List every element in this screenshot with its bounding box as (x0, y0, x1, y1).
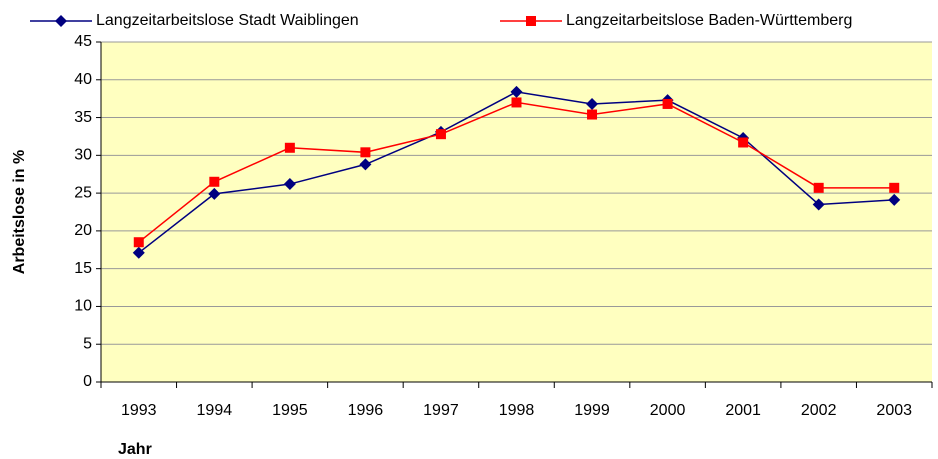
data-point (511, 97, 522, 108)
y-tick-label: 20 (74, 222, 92, 239)
data-point (208, 187, 221, 200)
y-tick-label: 10 (74, 298, 92, 315)
x-tick-label: 1995 (272, 402, 308, 419)
y-axis-label: Arbeitslose in % (11, 150, 28, 274)
y-tick-label: 0 (83, 373, 92, 390)
legend-marker (526, 16, 536, 26)
y-tick-label: 5 (83, 335, 92, 352)
x-tick-label: 1994 (197, 402, 233, 419)
y-tick-label: 35 (74, 109, 92, 126)
data-point (435, 129, 446, 140)
y-tick-label: 15 (74, 260, 92, 277)
legend-label: Langzeitarbeitslose Stadt Waiblingen (96, 12, 359, 29)
x-tick-label: 2002 (801, 402, 837, 419)
data-point (587, 109, 598, 120)
data-point (360, 147, 371, 158)
data-point (284, 142, 295, 153)
y-tick-label: 45 (74, 33, 92, 50)
x-tick-label: 2000 (650, 402, 686, 419)
data-point (510, 85, 523, 98)
y-tick-label: 40 (74, 71, 92, 88)
x-axis-label: Jahr (118, 441, 152, 458)
data-point (889, 182, 900, 193)
data-point (888, 193, 901, 206)
data-point (359, 158, 372, 171)
data-point (586, 97, 599, 110)
data-point (812, 198, 825, 211)
data-point (738, 137, 749, 148)
data-point (209, 176, 220, 187)
x-tick-label: 2003 (876, 402, 912, 419)
x-tick-label: 1993 (121, 402, 157, 419)
x-tick-label: 1997 (423, 402, 459, 419)
data-point (813, 182, 824, 193)
legend-marker (55, 15, 67, 27)
x-tick-label: 1998 (499, 402, 535, 419)
data-point (662, 98, 673, 109)
data-point (132, 246, 145, 259)
x-tick-label: 1996 (348, 402, 384, 419)
data-point (283, 178, 296, 191)
y-tick-label: 25 (74, 184, 92, 201)
y-tick-label: 30 (74, 147, 92, 164)
legend-label: Langzeitarbeitslose Baden-Württemberg (566, 12, 852, 29)
x-tick-label: 1999 (574, 402, 610, 419)
data-point (133, 237, 144, 248)
x-tick-label: 2001 (725, 402, 761, 419)
